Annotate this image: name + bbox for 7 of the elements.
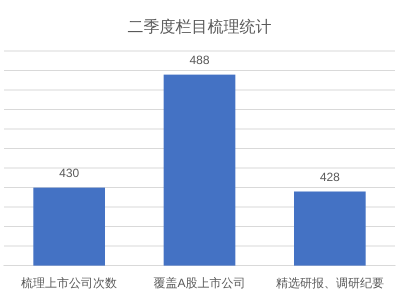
x-tick-label: 精选研报、调研纪要 bbox=[276, 276, 384, 290]
data-label: 488 bbox=[189, 52, 210, 67]
data-label: 428 bbox=[320, 170, 340, 184]
x-tick-label: 覆盖A股上市公司 bbox=[153, 276, 246, 290]
chart-title: 二季度栏目梳理统计 bbox=[128, 16, 272, 36]
data-label: 430 bbox=[59, 166, 80, 180]
x-tick-label: 梳理上市公司次数 bbox=[21, 276, 118, 290]
